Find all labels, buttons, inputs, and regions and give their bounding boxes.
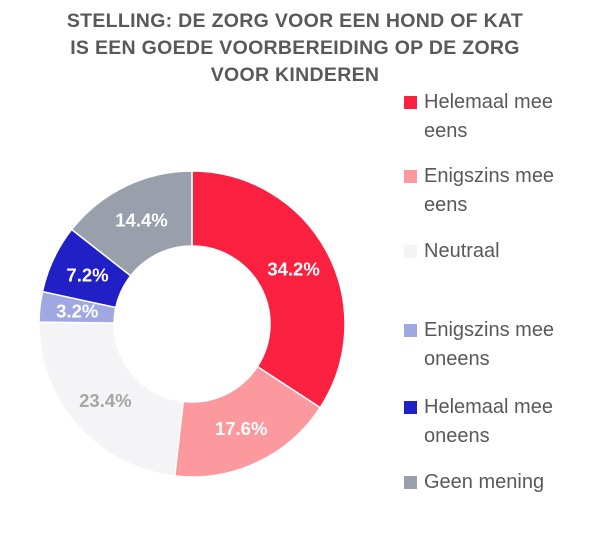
legend-swatch xyxy=(404,96,417,109)
legend-label: Helemaal mee eens xyxy=(424,91,553,142)
legend-label: Helemaal mee oneens xyxy=(424,396,553,447)
legend-label: Enigszins mee eens xyxy=(424,165,555,216)
legend-label: Enigszins mee oneens xyxy=(424,319,555,370)
legend-swatch xyxy=(404,324,417,337)
legend-item-enigszins-mee-eens[interactable]: Enigszins mee eens xyxy=(404,162,584,220)
slice-label-helemaal-mee-oneens: 7.2% xyxy=(66,264,108,285)
legend-item-helemaal-mee-eens[interactable]: Helemaal mee eens xyxy=(404,88,584,146)
slice-label-helemaal-mee-eens: 34.2% xyxy=(267,258,319,279)
legend-label: Neutraal xyxy=(424,240,500,262)
slice-label-enigszins-mee-oneens: 3.2% xyxy=(56,300,98,321)
chart-title-line: VOOR KINDEREN xyxy=(210,64,380,86)
slice-label-geen-mening: 14.4% xyxy=(115,210,167,231)
legend-swatch xyxy=(404,245,417,258)
donut-slices xyxy=(38,170,346,478)
legend-item-enigszins-mee-oneens[interactable]: Enigszins mee oneens xyxy=(404,316,584,374)
slice-label-enigszins-mee-eens: 17.6% xyxy=(215,418,267,439)
legend-item-helemaal-mee-oneens[interactable]: Helemaal mee oneens xyxy=(404,393,584,451)
legend-item-neutraal[interactable]: Neutraal xyxy=(404,237,584,266)
legend-swatch xyxy=(404,170,417,183)
legend-swatch xyxy=(404,476,417,489)
legend-label: Geen mening xyxy=(424,471,545,493)
chart-title-line: IS EEN GOEDE VOORBEREIDING OP DE ZORG xyxy=(70,37,520,59)
chart-title-line: STELLING: DE ZORG VOOR EEN HOND OF KAT xyxy=(66,10,524,32)
donut-slice-geen-mening[interactable] xyxy=(70,170,193,277)
legend-item-geen-mening[interactable]: Geen mening xyxy=(404,468,584,497)
donut-slice-neutraal[interactable] xyxy=(38,321,185,477)
donut-slice-helemaal-mee-eens[interactable] xyxy=(191,170,346,409)
slice-label-neutraal: 23.4% xyxy=(79,390,131,411)
donut-slice-enigszins-mee-eens[interactable] xyxy=(173,365,322,478)
donut-slice-labels: 34.2% 17.6% 23.4% 3.2% 7.2% 14.4% xyxy=(56,210,320,439)
legend-swatch xyxy=(404,401,417,414)
chart-title: STELLING: DE ZORG VOOR EEN HOND OF KAT I… xyxy=(0,8,590,89)
